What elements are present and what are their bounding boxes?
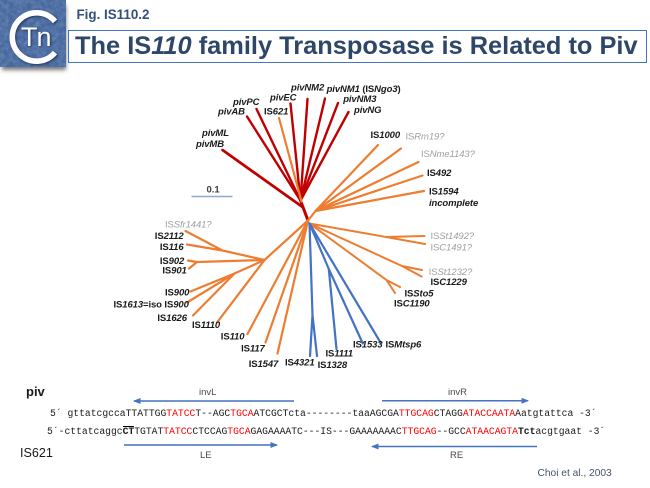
svg-text:IS1613=iso IS900: IS1613=iso IS900: [114, 300, 190, 311]
svg-text:pivML: pivML: [201, 128, 229, 139]
svg-text:pivNM3: pivNM3: [342, 94, 377, 105]
svg-text:IS1547: IS1547: [249, 359, 279, 370]
svg-text:ISRm19?: ISRm19?: [406, 131, 446, 142]
svg-text:IS1110: IS1110: [192, 320, 221, 331]
svg-text:pivMB: pivMB: [195, 139, 224, 150]
svg-text:IS2112: IS2112: [155, 231, 185, 242]
svg-text:pivNG: pivNG: [353, 105, 382, 116]
svg-text:IS492: IS492: [427, 168, 452, 179]
svg-text:IS902: IS902: [160, 256, 185, 267]
svg-text:IS1328: IS1328: [318, 360, 348, 371]
svg-text:IS1626: IS1626: [157, 313, 187, 324]
svg-text:ISSt1232?: ISSt1232?: [429, 267, 473, 278]
svg-text:pivAB: pivAB: [217, 106, 245, 117]
svg-text:IS117: IS117: [241, 344, 265, 355]
svg-text:ISC1190: ISC1190: [394, 299, 430, 310]
svg-text:IS110: IS110: [221, 332, 245, 343]
svg-text:IS1000: IS1000: [371, 130, 401, 141]
svg-text:pivNM2: pivNM2: [290, 82, 325, 93]
svg-text:pivPC: pivPC: [232, 97, 260, 108]
svg-text:IS1111: IS1111: [326, 349, 353, 360]
svg-text:IS900: IS900: [165, 288, 190, 299]
svg-text:ISMtsp6: ISMtsp6: [386, 340, 423, 351]
svg-text:ISC1491?: ISC1491?: [431, 242, 473, 253]
svg-text:ISNme1143?: ISNme1143?: [421, 149, 476, 160]
svg-text:ISC1229: ISC1229: [431, 277, 468, 288]
svg-text:IS4321: IS4321: [285, 358, 315, 369]
svg-text:pivEC: pivEC: [269, 92, 297, 103]
svg-text:ISSt1492?: ISSt1492?: [431, 231, 475, 242]
svg-text:Tn: Tn: [21, 22, 51, 52]
svg-text:IS1533: IS1533: [353, 340, 383, 351]
svg-text:IS621: IS621: [264, 106, 288, 117]
svg-text:ISSto5: ISSto5: [405, 288, 435, 299]
svg-text:0.1: 0.1: [207, 185, 221, 196]
svg-text:IS116: IS116: [160, 242, 184, 253]
svg-text:IS1594: IS1594: [429, 186, 459, 197]
svg-text:incomplete: incomplete: [429, 198, 479, 209]
svg-text:ISSfr1441?: ISSfr1441?: [165, 220, 212, 231]
svg-text:IS901: IS901: [162, 266, 186, 277]
svg-text:pivNM1 (ISNgo3): pivNM1 (ISNgo3): [326, 84, 401, 95]
